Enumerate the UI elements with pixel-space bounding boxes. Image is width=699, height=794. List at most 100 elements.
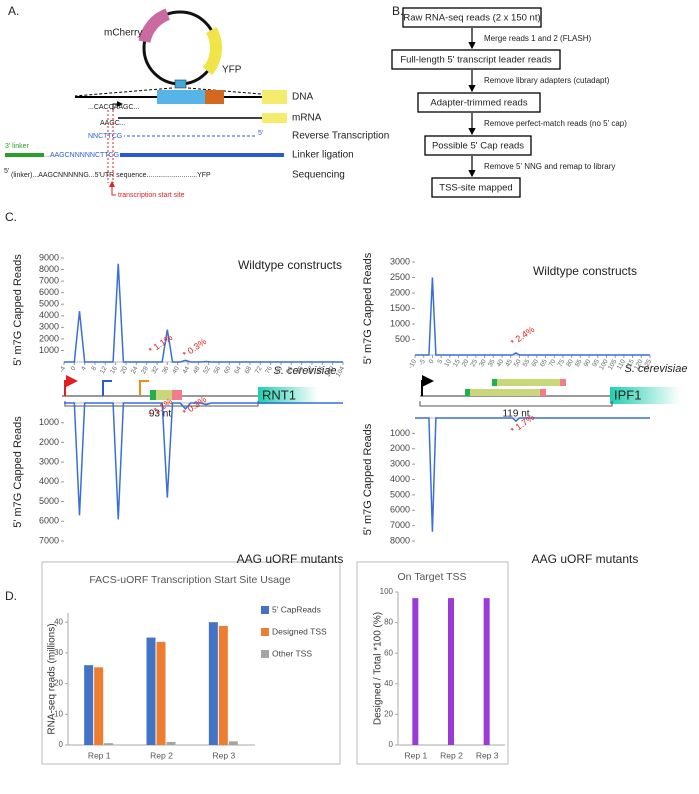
- utr-box: [157, 90, 205, 104]
- y-tick-label: 20: [384, 710, 393, 719]
- chart-title: AAG uORF mutants: [237, 552, 344, 566]
- x-tick-label: 45: [504, 358, 514, 368]
- y-tick-label: 6000: [390, 505, 410, 515]
- x-tick-label: 115: [625, 358, 636, 371]
- y-tick-label: 3000: [390, 459, 410, 469]
- uorf-stop: [172, 390, 182, 400]
- y-tick-label: 4000: [390, 474, 410, 484]
- uorf-start: [465, 389, 470, 396]
- x-tick-label: 60: [530, 358, 540, 368]
- zoom-line: [74, 87, 173, 97]
- flow-box-label: Adapter-trimmed reads: [430, 98, 527, 109]
- track-label: Reverse Transcription: [292, 131, 389, 142]
- y-tick-label: 2000: [390, 287, 410, 297]
- uorf: [497, 379, 560, 386]
- tss-arrow: [64, 375, 78, 396]
- x-tick-label: 80: [565, 358, 575, 368]
- y-tick-label: 2000: [39, 437, 59, 447]
- track-label: mRNA: [292, 113, 322, 124]
- y-tick-label: 5000: [39, 496, 59, 506]
- y-tick-label: 1000: [390, 428, 410, 438]
- panel-a: A. mCherry YFP DNA ...CACCAAGC... AAGC..…: [4, 4, 389, 199]
- x-tick-label: -4: [58, 365, 67, 374]
- panel-label: C.: [5, 210, 17, 224]
- series-line: [415, 417, 650, 532]
- x-tick-label: 120: [633, 358, 645, 371]
- uorf-stop: [540, 389, 546, 396]
- yfp-gene: [202, 27, 222, 75]
- x-tick-label: 100: [598, 358, 610, 371]
- track-label: Linker ligation: [292, 150, 354, 161]
- insert: [174, 79, 187, 89]
- y-axis-label: RNA-seq reads (millions): [47, 623, 58, 734]
- y-tick-label: 3000: [39, 457, 59, 467]
- uorf-start: [150, 390, 156, 400]
- bar: [228, 741, 238, 745]
- sequence: ...CACCAAGC...: [88, 104, 139, 111]
- x-tick-label: 40: [496, 358, 506, 368]
- tss-arrow: [112, 101, 123, 111]
- legend-label: Other TSS: [272, 648, 312, 658]
- legend-swatch: [261, 650, 269, 658]
- panel-b: B. Raw RNA-seq reads (2 x 150 nt) Merge …: [391, 4, 627, 198]
- bar: [448, 598, 454, 745]
- x-tick-label: 40: [171, 365, 181, 375]
- x-tick-label: 55: [522, 358, 532, 368]
- flow-box-label: Raw RNA-seq reads (2 x 150 nt): [403, 13, 540, 24]
- y-tick-label: 9000: [39, 252, 59, 262]
- tss-arrow: [421, 375, 434, 396]
- bar: [84, 665, 94, 745]
- legend-swatch: [261, 628, 269, 636]
- series-line: [415, 277, 650, 356]
- y-axis-label: 5' m7G Capped Reads: [362, 252, 374, 364]
- x-tick-label: 70: [548, 358, 558, 368]
- x-tick-label: 28: [140, 365, 150, 375]
- tss-arrow: [102, 380, 112, 396]
- panel-label: D.: [5, 589, 17, 603]
- chart-frame: [41, 561, 341, 765]
- x-tick-label: 52: [202, 365, 212, 375]
- x-tick-label: 16: [109, 365, 119, 375]
- x-tick-label: 56: [213, 365, 223, 375]
- gene-name: IPF1: [614, 387, 641, 402]
- x-tick-label: 100: [324, 365, 336, 378]
- y-tick-label: 5000: [39, 299, 59, 309]
- x-tick-label: 0: [428, 358, 436, 365]
- gene-name: RNT1: [262, 387, 296, 402]
- series-line: [64, 402, 343, 520]
- x-tick-label: 65: [539, 358, 549, 368]
- y-tick-label: 6000: [39, 516, 59, 526]
- bar: [412, 598, 419, 745]
- species: S. cerevisiae: [625, 363, 688, 375]
- y-tick-label: 6000: [39, 287, 59, 297]
- mcherry-gene: [138, 8, 171, 44]
- flow-box: [402, 7, 542, 28]
- uorf-box: [205, 90, 224, 104]
- bar: [218, 625, 228, 745]
- y-tick-label: 100: [380, 587, 394, 596]
- uorf: [470, 389, 540, 396]
- y-tick-label: 80: [384, 618, 393, 627]
- annotation: * 2.4%: [509, 324, 536, 347]
- tss-pointer: [109, 181, 116, 196]
- track-label: DNA: [292, 92, 313, 103]
- x-tick-label: 30: [478, 358, 488, 368]
- x-tick-label: 35: [487, 358, 497, 368]
- chart-title: Wildtype constructs: [238, 258, 342, 272]
- x-tick-label: Rep 3: [212, 750, 235, 760]
- x-tick-label: Rep 1: [88, 750, 111, 760]
- y-tick-label: 7000: [39, 535, 59, 545]
- y-tick-label: 1000: [39, 345, 59, 355]
- x-tick-label: 72: [254, 365, 264, 375]
- flow-box: [424, 135, 532, 156]
- y-tick-label: 5000: [390, 489, 410, 499]
- flow-box-label: Full-length 5' transcript leader reads: [400, 55, 551, 66]
- x-tick-label: 92: [306, 365, 316, 375]
- uorf: [156, 390, 172, 400]
- y-axis-label: 5' m7G Capped Reads: [12, 254, 24, 366]
- flow-box-label: TSS-site mapped: [439, 183, 512, 194]
- x-tick-label: Rep 2: [150, 750, 173, 760]
- bar: [94, 667, 104, 745]
- panel-c: C. RNT1 S. cerevisiae 93 nt IPF1 S. cere…: [5, 210, 687, 419]
- yfp-box: [262, 90, 287, 104]
